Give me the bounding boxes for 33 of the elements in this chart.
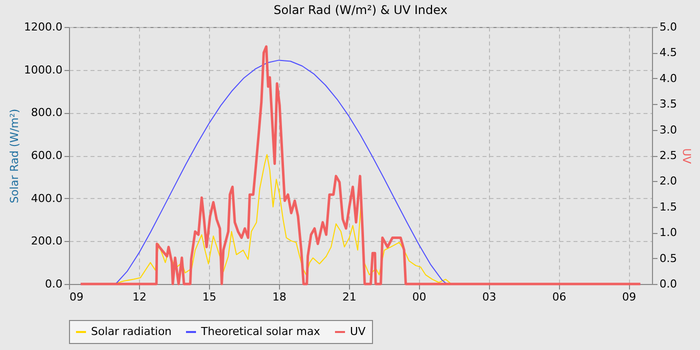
y-tick-label: 1000.0	[24, 63, 62, 76]
y-tick-label: 0.0	[45, 278, 62, 290]
x-tick-label: 18	[272, 290, 286, 304]
y2-tick-label: 2.5	[660, 149, 677, 162]
legend-label: Solar radiation	[91, 325, 172, 338]
y-tick-label: 200.0	[31, 234, 62, 248]
x-tick-label: 21	[342, 290, 356, 304]
y2-tick-label: 0.0	[660, 278, 677, 290]
y-tick-label: 1200.0	[24, 20, 62, 34]
y2-tick-label: 4.0	[660, 72, 677, 85]
y2-tick-label: 5.0	[660, 20, 677, 34]
x-tick-label: 03	[482, 290, 496, 304]
x-tick-label: 09	[70, 290, 84, 304]
x-tick-label: 12	[132, 290, 146, 304]
y2-axis-title: UV	[680, 148, 693, 164]
x-tick-label: 15	[202, 290, 216, 304]
legend-label: UV	[350, 325, 366, 338]
y2-tick-label: 1.0	[660, 226, 677, 240]
x-tick-label: 06	[552, 290, 566, 304]
legend-label: Theoretical solar max	[200, 325, 321, 338]
y2-tick-label: 3.0	[660, 123, 677, 136]
y-axis-title: Solar Rad (W/m²)	[8, 108, 22, 204]
y2-tick-label: 3.5	[660, 98, 677, 111]
y2-tick-label: 1.5	[660, 200, 677, 214]
y2-tick-label: 4.5	[660, 46, 677, 60]
x-tick-label: 09	[622, 290, 636, 304]
y-tick-label: 400.0	[31, 192, 62, 205]
y2-tick-label: 2.0	[660, 174, 677, 188]
x-tick-label: 00	[412, 290, 426, 304]
y2-tick-label: 0.5	[660, 252, 677, 265]
y-tick-label: 600.0	[31, 149, 62, 162]
chart-title: Solar Rad (W/m²) & UV Index	[274, 3, 448, 17]
y-tick-label: 800.0	[31, 106, 62, 120]
